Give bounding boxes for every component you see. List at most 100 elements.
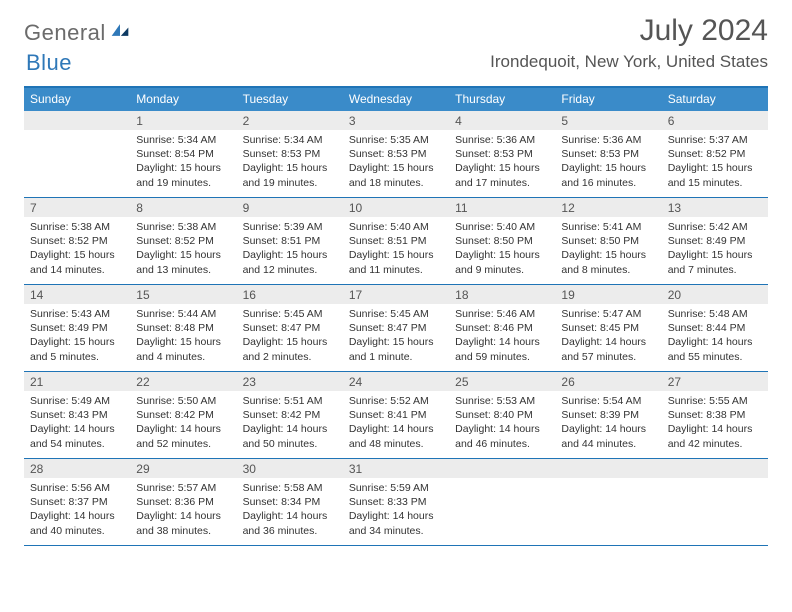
day-details: Sunrise: 5:34 AMSunset: 8:53 PMDaylight:… [237, 130, 343, 194]
daylight-line: Daylight: 15 hours and 13 minutes. [136, 248, 232, 276]
daylight-line: Daylight: 15 hours and 19 minutes. [243, 161, 339, 189]
day-details: Sunrise: 5:59 AMSunset: 8:33 PMDaylight:… [343, 478, 449, 542]
day-details: Sunrise: 5:51 AMSunset: 8:42 PMDaylight:… [237, 391, 343, 455]
calendar: SundayMondayTuesdayWednesdayThursdayFrid… [24, 86, 768, 546]
day-details: Sunrise: 5:41 AMSunset: 8:50 PMDaylight:… [555, 217, 661, 281]
day-cell: 1Sunrise: 5:34 AMSunset: 8:54 PMDaylight… [130, 111, 236, 197]
day-details: Sunrise: 5:45 AMSunset: 8:47 PMDaylight:… [343, 304, 449, 368]
sunrise-line: Sunrise: 5:35 AM [349, 133, 445, 147]
day-cell: 16Sunrise: 5:45 AMSunset: 8:47 PMDayligh… [237, 285, 343, 371]
sunset-line: Sunset: 8:47 PM [349, 321, 445, 335]
day-number: 17 [343, 285, 449, 304]
days-of-week-row: SundayMondayTuesdayWednesdayThursdayFrid… [24, 88, 768, 111]
daylight-line: Daylight: 14 hours and 42 minutes. [668, 422, 764, 450]
day-number: 6 [662, 111, 768, 130]
sunrise-line: Sunrise: 5:44 AM [136, 307, 232, 321]
title-block: July 2024 Irondequoit, New York, United … [490, 14, 768, 72]
sunset-line: Sunset: 8:41 PM [349, 408, 445, 422]
day-details: Sunrise: 5:44 AMSunset: 8:48 PMDaylight:… [130, 304, 236, 368]
day-number [555, 459, 661, 478]
daylight-line: Daylight: 14 hours and 46 minutes. [455, 422, 551, 450]
logo: General [24, 20, 132, 46]
day-details: Sunrise: 5:38 AMSunset: 8:52 PMDaylight:… [130, 217, 236, 281]
day-details: Sunrise: 5:38 AMSunset: 8:52 PMDaylight:… [24, 217, 130, 281]
day-cell: 19Sunrise: 5:47 AMSunset: 8:45 PMDayligh… [555, 285, 661, 371]
sunrise-line: Sunrise: 5:54 AM [561, 394, 657, 408]
sunset-line: Sunset: 8:53 PM [561, 147, 657, 161]
sunset-line: Sunset: 8:40 PM [455, 408, 551, 422]
daylight-line: Daylight: 14 hours and 57 minutes. [561, 335, 657, 363]
sunrise-line: Sunrise: 5:58 AM [243, 481, 339, 495]
sunset-line: Sunset: 8:53 PM [349, 147, 445, 161]
daylight-line: Daylight: 15 hours and 14 minutes. [30, 248, 126, 276]
day-cell: 10Sunrise: 5:40 AMSunset: 8:51 PMDayligh… [343, 198, 449, 284]
sunset-line: Sunset: 8:42 PM [243, 408, 339, 422]
day-number: 18 [449, 285, 555, 304]
day-number: 5 [555, 111, 661, 130]
sunrise-line: Sunrise: 5:41 AM [561, 220, 657, 234]
day-details: Sunrise: 5:55 AMSunset: 8:38 PMDaylight:… [662, 391, 768, 455]
day-details: Sunrise: 5:43 AMSunset: 8:49 PMDaylight:… [24, 304, 130, 368]
sunrise-line: Sunrise: 5:36 AM [455, 133, 551, 147]
location: Irondequoit, New York, United States [490, 52, 768, 72]
day-details: Sunrise: 5:54 AMSunset: 8:39 PMDaylight:… [555, 391, 661, 455]
day-number: 15 [130, 285, 236, 304]
sunset-line: Sunset: 8:43 PM [30, 408, 126, 422]
day-details: Sunrise: 5:57 AMSunset: 8:36 PMDaylight:… [130, 478, 236, 542]
daylight-line: Daylight: 14 hours and 55 minutes. [668, 335, 764, 363]
week-row: 7Sunrise: 5:38 AMSunset: 8:52 PMDaylight… [24, 198, 768, 285]
sunrise-line: Sunrise: 5:40 AM [455, 220, 551, 234]
daylight-line: Daylight: 14 hours and 40 minutes. [30, 509, 126, 537]
sunrise-line: Sunrise: 5:51 AM [243, 394, 339, 408]
sunset-line: Sunset: 8:34 PM [243, 495, 339, 509]
day-details: Sunrise: 5:48 AMSunset: 8:44 PMDaylight:… [662, 304, 768, 368]
day-number: 23 [237, 372, 343, 391]
sunrise-line: Sunrise: 5:36 AM [561, 133, 657, 147]
day-cell: 20Sunrise: 5:48 AMSunset: 8:44 PMDayligh… [662, 285, 768, 371]
day-number: 24 [343, 372, 449, 391]
sunset-line: Sunset: 8:48 PM [136, 321, 232, 335]
day-cell: 4Sunrise: 5:36 AMSunset: 8:53 PMDaylight… [449, 111, 555, 197]
day-cell: 25Sunrise: 5:53 AMSunset: 8:40 PMDayligh… [449, 372, 555, 458]
day-cell: 22Sunrise: 5:50 AMSunset: 8:42 PMDayligh… [130, 372, 236, 458]
day-of-week: Sunday [24, 88, 130, 111]
sunset-line: Sunset: 8:51 PM [349, 234, 445, 248]
sunset-line: Sunset: 8:46 PM [455, 321, 551, 335]
daylight-line: Daylight: 15 hours and 17 minutes. [455, 161, 551, 189]
sunrise-line: Sunrise: 5:56 AM [30, 481, 126, 495]
week-row: 21Sunrise: 5:49 AMSunset: 8:43 PMDayligh… [24, 372, 768, 459]
day-number [24, 111, 130, 130]
day-cell: 13Sunrise: 5:42 AMSunset: 8:49 PMDayligh… [662, 198, 768, 284]
day-cell: 28Sunrise: 5:56 AMSunset: 8:37 PMDayligh… [24, 459, 130, 545]
day-details: Sunrise: 5:50 AMSunset: 8:42 PMDaylight:… [130, 391, 236, 455]
sunset-line: Sunset: 8:42 PM [136, 408, 232, 422]
sunrise-line: Sunrise: 5:38 AM [136, 220, 232, 234]
empty-cell [555, 459, 661, 545]
day-cell: 14Sunrise: 5:43 AMSunset: 8:49 PMDayligh… [24, 285, 130, 371]
daylight-line: Daylight: 15 hours and 12 minutes. [243, 248, 339, 276]
day-number: 12 [555, 198, 661, 217]
day-number [662, 459, 768, 478]
day-number: 25 [449, 372, 555, 391]
sunrise-line: Sunrise: 5:50 AM [136, 394, 232, 408]
logo-text-blue: Blue [26, 50, 72, 75]
daylight-line: Daylight: 15 hours and 8 minutes. [561, 248, 657, 276]
day-number: 26 [555, 372, 661, 391]
day-cell: 27Sunrise: 5:55 AMSunset: 8:38 PMDayligh… [662, 372, 768, 458]
day-of-week: Tuesday [237, 88, 343, 111]
day-number: 10 [343, 198, 449, 217]
sunset-line: Sunset: 8:37 PM [30, 495, 126, 509]
sunset-line: Sunset: 8:47 PM [243, 321, 339, 335]
day-number: 16 [237, 285, 343, 304]
month-title: July 2024 [490, 14, 768, 48]
day-cell: 24Sunrise: 5:52 AMSunset: 8:41 PMDayligh… [343, 372, 449, 458]
sunrise-line: Sunrise: 5:43 AM [30, 307, 126, 321]
sunset-line: Sunset: 8:36 PM [136, 495, 232, 509]
sunset-line: Sunset: 8:52 PM [668, 147, 764, 161]
day-number: 1 [130, 111, 236, 130]
daylight-line: Daylight: 14 hours and 38 minutes. [136, 509, 232, 537]
daylight-line: Daylight: 15 hours and 16 minutes. [561, 161, 657, 189]
day-details: Sunrise: 5:40 AMSunset: 8:50 PMDaylight:… [449, 217, 555, 281]
day-details: Sunrise: 5:39 AMSunset: 8:51 PMDaylight:… [237, 217, 343, 281]
day-details: Sunrise: 5:35 AMSunset: 8:53 PMDaylight:… [343, 130, 449, 194]
